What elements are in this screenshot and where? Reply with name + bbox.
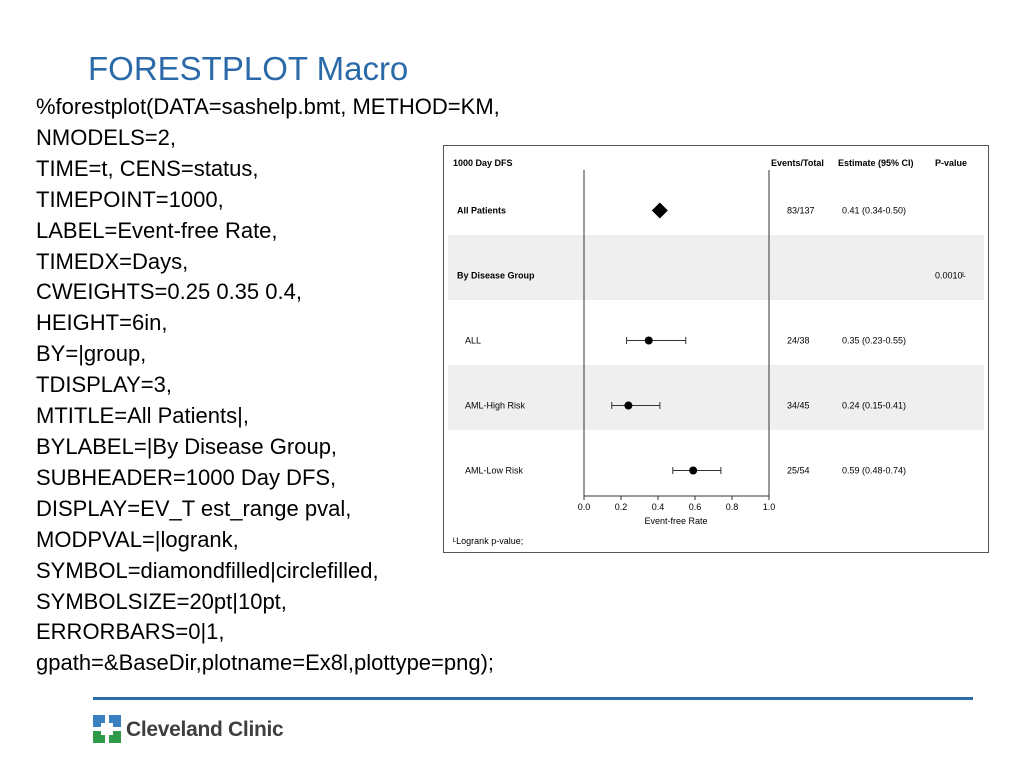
row-estimate-ci: 0.59 (0.48-0.74) [842,466,906,476]
row-label: ALL [465,336,481,346]
code-line: NMODELS=2, [36,124,176,150]
forest-plot: 1000 Day DFS Events/Total Estimate (95% … [448,158,984,546]
code-line: ERRORBARS=0|1, [36,619,225,645]
x-tick-label: 1.0 [763,502,776,512]
row-label: AML-High Risk [465,401,526,411]
code-line: LABEL=Event-free Rate, [36,217,278,243]
estimate-circle-marker [689,466,698,475]
footer-divider [93,697,973,700]
row-shade-band [448,235,984,300]
pvalue-column-header: P-value [935,158,967,168]
code-line: DISPLAY=EV_T est_range pval, [36,495,352,521]
x-tick-label: 0.8 [726,502,739,512]
code-line: BYLABEL=|By Disease Group, [36,433,338,459]
code-line: SUBHEADER=1000 Day DFS, [36,464,337,490]
row-events: 83/137 [787,206,815,216]
x-axis-label: Event-free Rate [644,516,707,526]
row-estimate-ci: 0.24 (0.15-0.41) [842,401,906,411]
code-line: %forestplot(DATA=sashelp.bmt, METHOD=KM, [36,94,500,119]
row-events: 34/45 [787,401,810,411]
code-line: gpath=&BaseDir,plotname=Ex8l,plottype=pn… [36,650,495,676]
estimate-circle-marker [624,401,633,410]
forest-rows: All Patients 83/137 0.41 (0.34-0.50) By Dis… [457,202,966,476]
x-axis: 0.0 0.2 0.4 0.6 0.8 1.0 [578,170,776,512]
cleveland-clinic-logo-icon [93,715,121,743]
estimate-circle-marker [644,336,653,345]
code-line: MTITLE=All Patients|, [36,403,249,429]
code-line: TDISPLAY=3, [36,372,172,398]
row-label: AML-Low Risk [465,466,524,476]
code-line: SYMBOLSIZE=20pt|10pt, [36,588,287,614]
forest-plot-frame: 1000 Day DFS Events/Total Estimate (95% … [443,145,989,553]
row-estimate-ci: 0.41 (0.34-0.50) [842,206,906,216]
slide-title: FORESTPLOT Macro [88,50,409,87]
events-column-header: Events/Total [771,158,824,168]
row-shading-layer [448,235,984,430]
code-line: CWEIGHTS=0.25 0.35 0.4, [36,279,302,305]
footnote-text: ᴸLogrank p-value; [453,536,523,546]
code-line: BY=|group, [36,341,147,367]
x-tick-label: 0.4 [652,502,665,512]
logo-text: Cleveland Clinic [126,718,284,741]
code-line: MODPVAL=|logrank, [36,526,239,552]
row-estimate-ci: 0.35 (0.23-0.55) [842,336,906,346]
row-label: By Disease Group [457,271,535,281]
estimate-column-header: Estimate (95% CI) [838,158,914,168]
code-line: TIMEDX=Days, [36,248,189,274]
code-line: HEIGHT=6in, [36,310,168,336]
row-label: All Patients [457,206,506,216]
subheader-text: 1000 Day DFS [453,158,513,168]
row-events: 25/54 [787,466,810,476]
code-line: SYMBOL=diamondfilled|circlefilled, [36,557,379,583]
x-tick-label: 0.0 [578,502,591,512]
code-line: TIME=t, CENS=status, [36,155,259,181]
row-events: 24/38 [787,336,810,346]
row-pvalue: 0.0010ᴸ [935,271,966,281]
code-line: TIMEPOINT=1000, [36,186,224,212]
macro-code-block: %forestplot(DATA=sashelp.bmt, METHOD=KM,… [36,92,596,679]
estimate-diamond-marker [651,202,668,219]
row-shade-band [448,365,984,430]
x-tick-label: 0.6 [689,502,702,512]
x-tick-label: 0.2 [615,502,628,512]
